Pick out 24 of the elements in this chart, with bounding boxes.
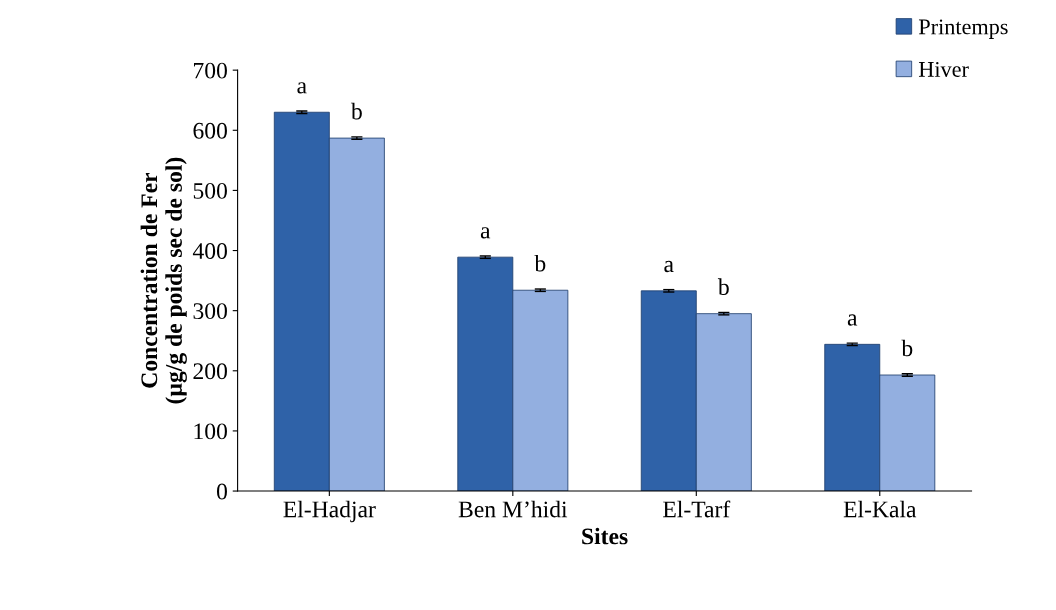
y-axis-title: Concentration de Fer (µg/g de poids sec de sol) [140, 157, 187, 404]
annotation: b [350, 102, 362, 120]
y-tick-label: 200 [193, 363, 227, 380]
legend-label: Hiver [918, 61, 969, 77]
x-axis-title: Sites [582, 527, 628, 545]
annotation: b [717, 278, 729, 295]
x-tick-label: Ben M’hidi [458, 500, 568, 518]
annotation: a [847, 314, 858, 326]
annotation: a [664, 260, 674, 273]
annotation: a [297, 82, 307, 94]
y-tick-label: 500 [193, 182, 227, 199]
annotation: a [480, 227, 491, 239]
x-tick-label: El-Tarf [663, 500, 731, 518]
y-tick-label: 0 [216, 483, 227, 500]
x-tick-label: El-Kala [843, 500, 917, 518]
y-tick-label: 400 [192, 243, 227, 259]
y-tick-label: 100 [194, 423, 227, 440]
legend-label: Printemps [918, 19, 1008, 39]
y-tick-label: 700 [194, 62, 227, 79]
annotation: b [901, 339, 913, 357]
y-tick-label: 600 [193, 122, 227, 139]
annotation: b [534, 254, 546, 272]
x-tick-label: El-Hadjar [283, 500, 376, 523]
y-tick-label: 300 [193, 303, 227, 320]
